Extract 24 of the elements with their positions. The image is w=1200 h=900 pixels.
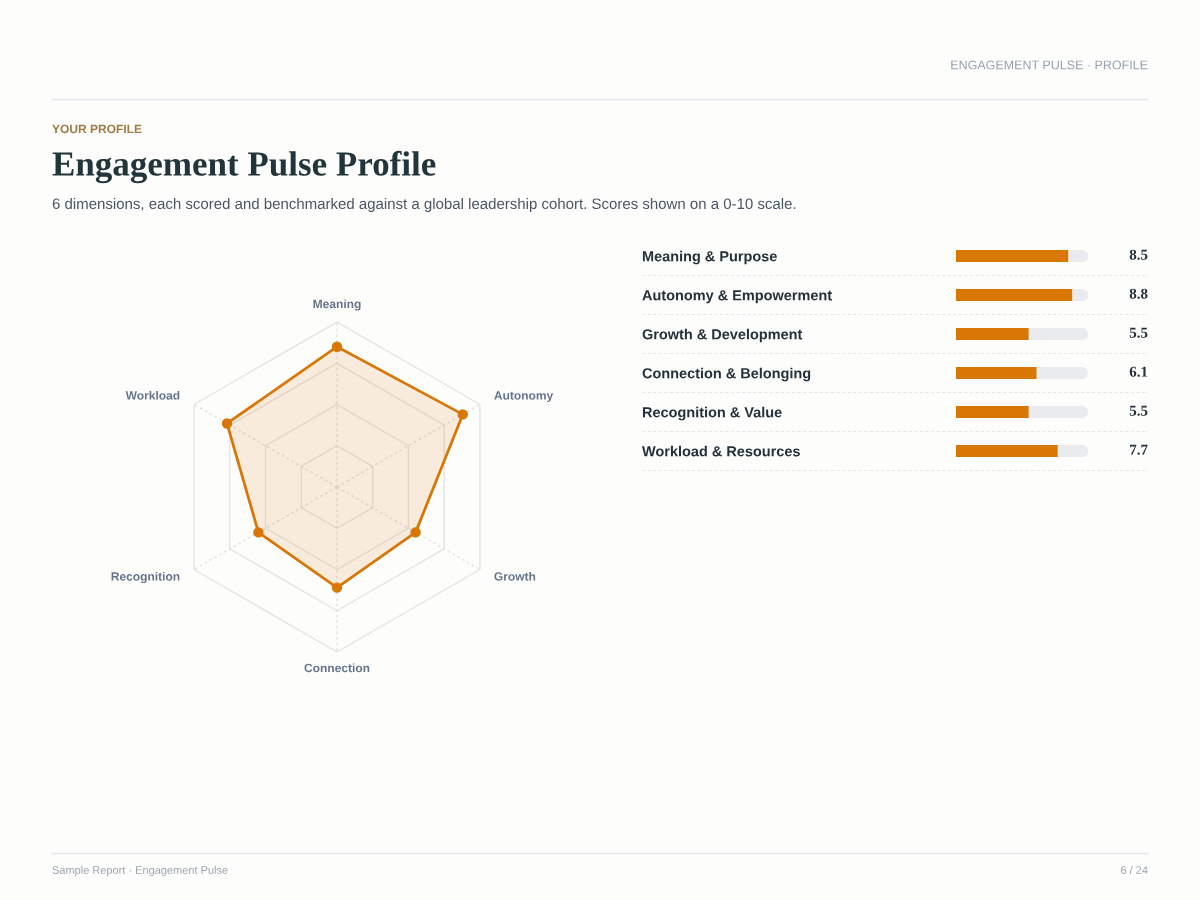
spoke-label: Recognition [111, 571, 180, 584]
chart-subtitle: 6 dimensions, each scored and benchmarked against a global leadership cohort. Scores shown on a 0-10 scale. [52, 198, 796, 212]
spoke-label: Autonomy [494, 391, 554, 403]
data-label: 8.8 [1129, 288, 1148, 299]
y-tick-label: Connection & Belonging [642, 367, 811, 382]
text: ENGAGEMENT PULSE · PROFILE [951, 60, 1148, 70]
spoke-label: Workload [125, 390, 180, 400]
spoke-label: Meaning [313, 299, 361, 311]
data-label: 5.5 [1129, 327, 1148, 338]
text: Sample Report · Engagement Pulse [52, 865, 228, 877]
y-tick-label: Meaning & Purpose [642, 250, 777, 265]
text: 6 / 24 [1121, 865, 1148, 874]
data-label: 6.1 [1129, 366, 1148, 377]
data-label: 7.7 [1130, 444, 1148, 455]
data-label: 8.5 [1129, 249, 1148, 260]
spoke-label: Connection [304, 663, 370, 673]
spoke-label: Growth [494, 571, 536, 581]
y-tick-label: Autonomy & Empowerment [642, 290, 832, 304]
y-tick-label: Workload & Resources [642, 445, 800, 457]
y-tick-label: Recognition & Value [642, 406, 782, 421]
chart-title: Engagement Pulse Profile [52, 150, 436, 184]
data-label: 5.5 [1129, 405, 1148, 416]
y-tick-label: Growth & Development [642, 328, 803, 343]
text: YOUR PROFILE [52, 124, 142, 134]
